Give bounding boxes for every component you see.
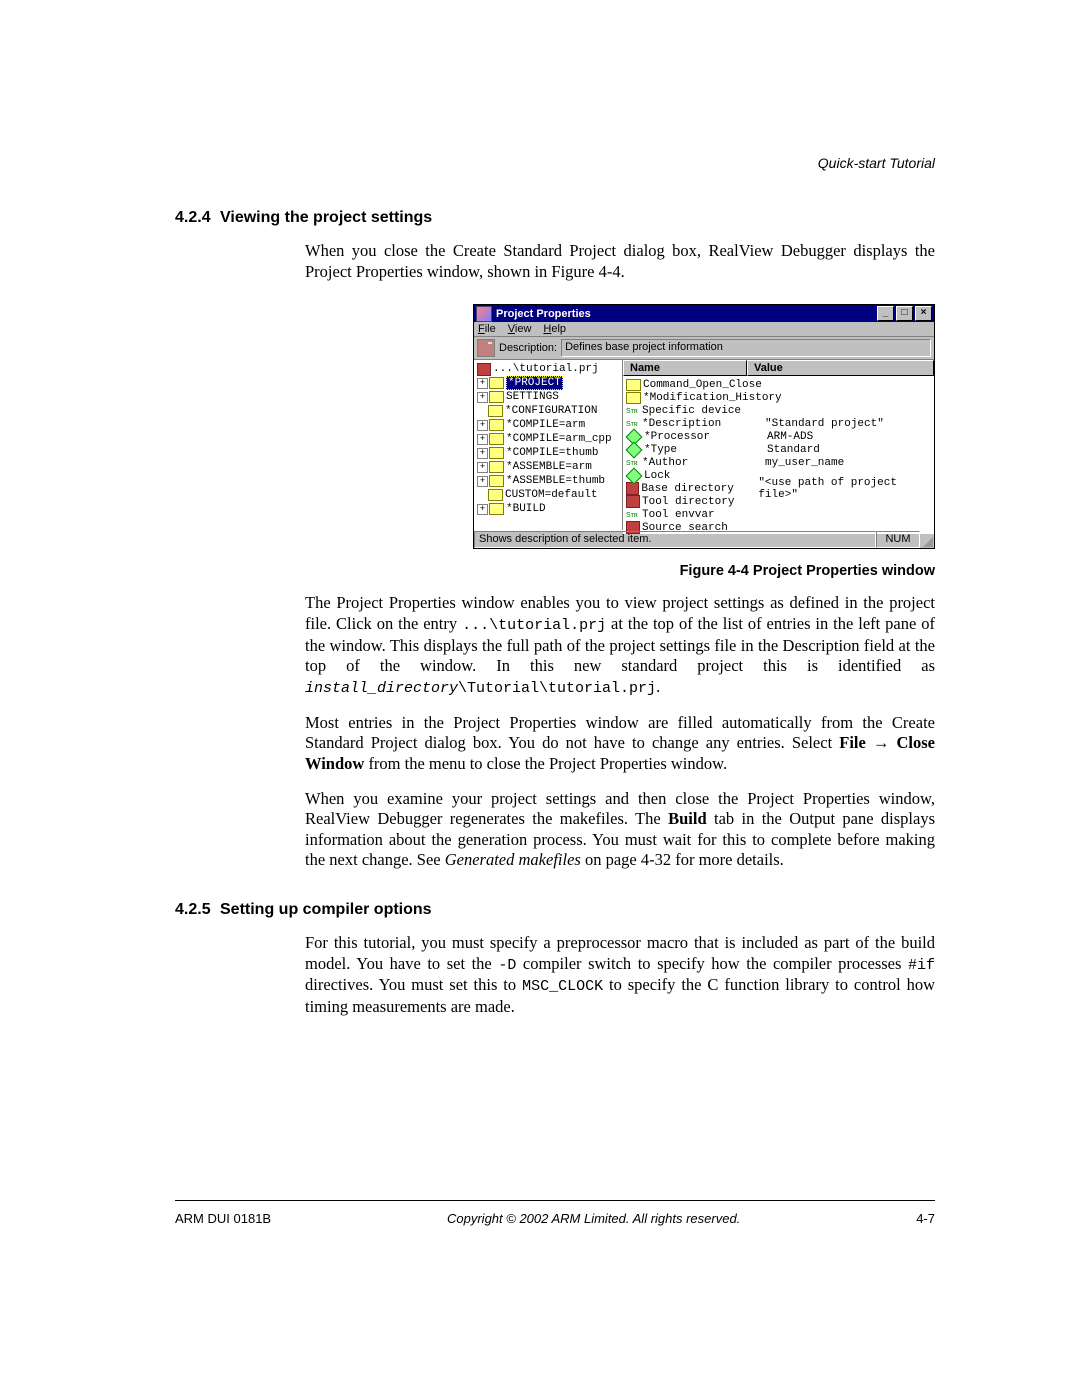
section-number-424: 4.2.4 — [175, 209, 220, 227]
description-field[interactable]: Defines base project information — [561, 339, 931, 357]
save-icon[interactable] — [477, 339, 495, 357]
para-424-3: Most entries in the Project Properties w… — [305, 713, 935, 775]
running-header: Quick-start Tutorial — [818, 155, 935, 171]
description-label: Description: — [499, 342, 557, 354]
para-424-2: The Project Properties window enables yo… — [305, 593, 935, 698]
titlebar[interactable]: Project Properties _ □ × — [474, 305, 934, 322]
list-item[interactable]: Base directory"<use path of project file… — [626, 482, 934, 495]
footer-doc-id: ARM DUI 0181B — [175, 1211, 271, 1226]
description-bar: Description: Defines base project inform… — [474, 337, 934, 360]
app-icon — [476, 306, 492, 322]
status-num: NUM — [876, 531, 920, 548]
list-item[interactable]: *Modification_History — [626, 391, 934, 404]
list-item[interactable]: *ProcessorARM-ADS — [626, 430, 934, 443]
tree-item[interactable]: +*ASSEMBLE=arm — [477, 460, 622, 474]
window-title: Project Properties — [496, 308, 875, 320]
section-number-425: 4.2.5 — [175, 901, 220, 919]
close-button[interactable]: × — [915, 306, 932, 321]
col-name[interactable]: Name — [623, 360, 747, 376]
file-icon — [626, 495, 640, 508]
list-pane[interactable]: Name Value Command_Open_Close *Modificat… — [623, 360, 934, 530]
para-424-intro: When you close the Create Standard Proje… — [305, 241, 935, 282]
tree-item[interactable]: +SETTINGS — [477, 390, 622, 404]
list-item[interactable]: Specific device — [626, 404, 934, 417]
list-item[interactable]: Command_Open_Close — [626, 378, 934, 391]
folder-icon — [626, 392, 641, 404]
minimize-button[interactable]: _ — [877, 306, 894, 321]
tree-item[interactable]: *CONFIGURATION — [477, 404, 622, 418]
list-item[interactable]: Tool envvar — [626, 508, 934, 521]
menubar: File View Help — [474, 322, 934, 337]
tree-item[interactable]: +*COMPILE=thumb — [477, 446, 622, 460]
page-footer: ARM DUI 0181B Copyright © 2002 ARM Limit… — [175, 1200, 935, 1226]
tree-item[interactable]: +*PROJECT — [477, 376, 622, 390]
list-item[interactable]: *Description"Standard project" — [626, 417, 934, 430]
col-value[interactable]: Value — [747, 360, 934, 376]
list-item[interactable]: *Authormy_user_name — [626, 456, 934, 469]
para-425-1: For this tutorial, you must specify a pr… — [305, 933, 935, 1018]
tree-item[interactable]: +*BUILD — [477, 502, 622, 516]
maximize-button[interactable]: □ — [896, 306, 913, 321]
menu-help[interactable]: Help — [543, 323, 566, 335]
section-title-424: Viewing the project settings — [220, 209, 432, 227]
string-icon — [626, 405, 640, 416]
statusbar: Shows description of selected item. NUM — [474, 530, 934, 548]
tree-root[interactable]: ...\tutorial.prj — [477, 362, 622, 376]
folder-icon — [626, 379, 641, 391]
figure-caption: Figure 4-4 Project Properties window — [305, 563, 935, 579]
tree-item[interactable]: +*ASSEMBLE=thumb — [477, 474, 622, 488]
tree-item[interactable]: +*COMPILE=arm_cpp — [477, 432, 622, 446]
list-item[interactable]: *TypeStandard — [626, 443, 934, 456]
footer-copyright: Copyright © 2002 ARM Limited. All rights… — [447, 1211, 740, 1226]
status-text: Shows description of selected item. — [474, 531, 876, 548]
section-title-425: Setting up compiler options — [220, 901, 432, 919]
tree-pane[interactable]: ...\tutorial.prj +*PROJECT +SETTINGS *CO… — [474, 360, 623, 530]
para-424-4: When you examine your project settings a… — [305, 789, 935, 872]
footer-page-num: 4-7 — [916, 1211, 935, 1226]
list-header[interactable]: Name Value — [623, 360, 934, 376]
project-properties-window: Project Properties _ □ × File View Help … — [473, 304, 935, 549]
string-icon — [626, 509, 640, 520]
menu-file[interactable]: File — [478, 323, 496, 335]
resize-grip-icon[interactable] — [920, 531, 934, 548]
menu-view[interactable]: View — [508, 323, 532, 335]
tree-item[interactable]: +*COMPILE=arm — [477, 418, 622, 432]
tree-item[interactable]: CUSTOM=default — [477, 488, 622, 502]
